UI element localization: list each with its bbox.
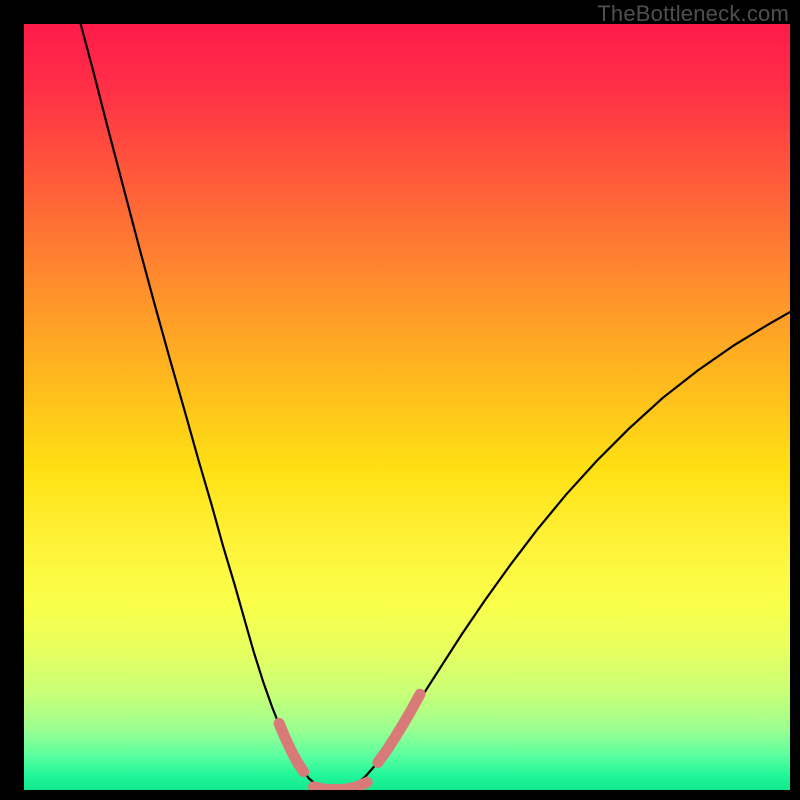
markers-right <box>378 694 420 762</box>
markers-left <box>279 723 304 771</box>
curve-a-left <box>81 24 327 790</box>
watermark-text: TheBottleneck.com <box>597 1 789 27</box>
markers-bottom <box>314 782 368 789</box>
plot-area <box>24 24 790 790</box>
curve-layer <box>24 24 790 790</box>
